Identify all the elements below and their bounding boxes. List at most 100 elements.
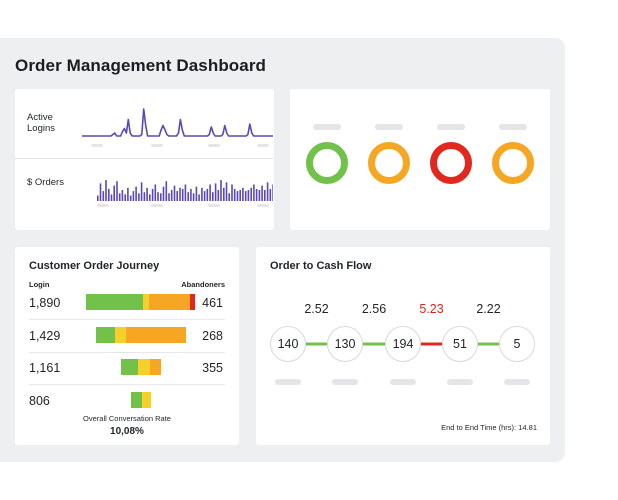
transition-time: 5.23 <box>419 302 444 316</box>
orders-bar-4 <box>108 188 110 201</box>
orders-bar-32 <box>184 184 187 201</box>
orders-label: $ Orders <box>27 177 64 188</box>
orders-row: $ Orders <box>15 160 274 230</box>
flow-step-node: 5 <box>499 326 535 362</box>
flow-step-node: 194 <box>385 326 421 362</box>
orders-bar-53 <box>242 187 244 201</box>
abandoner-count: 355 <box>202 361 223 375</box>
step-label-placeholder <box>447 379 473 385</box>
orders-bar-24 <box>162 186 165 201</box>
dashboard-canvas: Order Management Dashboard Active Logins… <box>0 38 565 462</box>
status-indicator-1 <box>305 89 349 230</box>
orders-bar-0 <box>97 195 99 201</box>
orders-tick-1 <box>151 204 163 207</box>
orders-bar-14 <box>135 186 137 201</box>
journey-funnel-bar <box>86 294 195 310</box>
flow-title: Order to Cash Flow <box>270 260 372 272</box>
orders-bar-62 <box>266 182 269 201</box>
orders-bar-48 <box>228 193 230 201</box>
orders-bar-50 <box>233 188 236 201</box>
transition-time: 2.52 <box>304 302 329 316</box>
flow-connectors <box>306 342 499 346</box>
transition-time: 2.56 <box>361 302 387 316</box>
orders-bar-17 <box>143 192 146 201</box>
dashboard-title: Order Management Dashboard <box>15 56 267 75</box>
logins-tick-0 <box>91 144 103 147</box>
orders-bar-39 <box>203 191 206 201</box>
orders-bar-16 <box>140 182 143 201</box>
journey-funnel-bar <box>96 327 186 343</box>
logins-tick-1 <box>151 144 163 147</box>
orders-bar-44 <box>217 190 220 201</box>
status-indicator-3 <box>429 89 473 230</box>
login-count: 1,161 <box>29 361 61 375</box>
flow-step-node: 140 <box>270 326 306 362</box>
status-indicator-2 <box>367 89 411 230</box>
bar-segment-orange <box>149 294 190 310</box>
orders-bar-15 <box>138 193 140 201</box>
orders-bar-20 <box>151 188 154 201</box>
status-panel <box>290 89 550 230</box>
orders-tick-0 <box>97 204 109 207</box>
orders-bar-54 <box>244 191 247 201</box>
status-label-placeholder <box>437 124 465 130</box>
orders-bar-21 <box>154 184 157 201</box>
orders-bar-43 <box>214 183 217 201</box>
logins-line <box>82 108 273 137</box>
orders-bar-63 <box>269 188 272 201</box>
logins-label-line2: Logins <box>27 123 55 134</box>
conversion-value: 10,08% <box>110 426 144 437</box>
journey-row: 1,161 355 <box>29 353 225 385</box>
login-header: Login <box>29 280 50 289</box>
journey-funnel-bar <box>131 392 151 408</box>
orders-bar-61 <box>264 190 266 201</box>
logins-tick-2 <box>208 144 220 147</box>
conversion-label: Overall Conversation Rate <box>83 414 171 423</box>
orders-bar-49 <box>231 184 233 201</box>
activity-panel: Active Logins $ Orders <box>15 89 274 230</box>
orders-bar-52 <box>239 190 241 201</box>
orders-bar-38 <box>201 187 203 201</box>
flow-step-node: 51 <box>442 326 478 362</box>
orders-bar-46 <box>223 187 225 201</box>
orders-bar-58 <box>255 188 258 201</box>
orders-bar-27 <box>170 190 173 201</box>
orders-bar-60 <box>261 185 263 201</box>
orders-bar-25 <box>165 181 168 201</box>
orders-bar-19 <box>149 194 151 201</box>
orders-bar-18 <box>146 187 148 201</box>
bar-segment-orange <box>125 327 186 343</box>
orders-bar-45 <box>220 180 222 201</box>
orders-tick-3 <box>257 204 269 207</box>
journey-row: 1,890 461 <box>29 288 225 320</box>
orders-bar-40 <box>206 188 209 201</box>
bar-segment-yellow <box>142 392 151 408</box>
bar-segment-green <box>131 392 142 408</box>
customer-order-journey-panel: Customer Order Journey Login Abandoners … <box>15 247 239 445</box>
bar-segment-green <box>86 294 143 310</box>
orders-bar-51 <box>236 191 239 201</box>
orders-bar-56 <box>250 187 252 201</box>
journey-row: 806 <box>29 386 225 418</box>
orders-bar-5 <box>110 194 113 201</box>
login-count: 1,429 <box>29 329 61 343</box>
bar-segment-yellow <box>137 359 150 375</box>
bar-segment-green <box>96 327 115 343</box>
abandoner-count: 461 <box>202 296 223 310</box>
orders-bar-37 <box>198 194 200 201</box>
orders-bar-3 <box>105 180 107 201</box>
status-label-placeholder <box>375 124 403 130</box>
status-indicator-4 <box>491 89 535 230</box>
orders-bar-59 <box>258 190 261 201</box>
orders-bar-64 <box>272 184 273 201</box>
journey-funnel-bar <box>121 359 161 375</box>
login-count: 806 <box>29 394 50 408</box>
orders-bar-9 <box>121 190 124 201</box>
orders-bar-31 <box>181 188 184 201</box>
step-label-placeholder <box>504 379 530 385</box>
orders-bar-42 <box>212 192 214 201</box>
logins-label-line1: Active <box>27 112 53 123</box>
orders-bar-10 <box>124 194 126 201</box>
orders-bar-35 <box>192 193 195 201</box>
logins-tick-3 <box>257 144 269 147</box>
